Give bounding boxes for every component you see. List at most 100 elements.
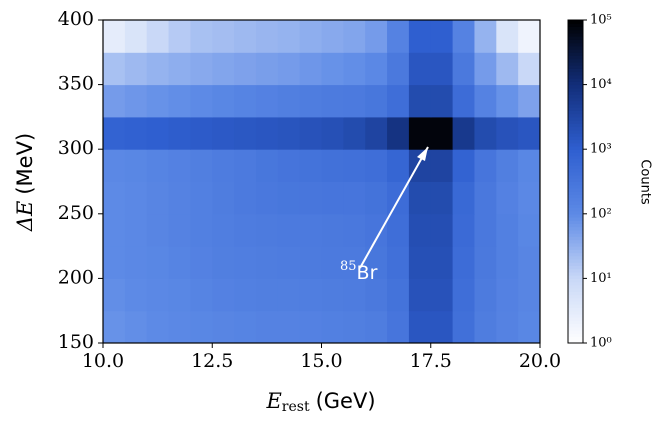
heat-cell <box>474 213 497 247</box>
heat-cell <box>168 278 191 312</box>
heat-cell <box>255 213 279 247</box>
x-tick-label: 12.5 <box>191 350 233 372</box>
colorbar-segment <box>568 52 583 57</box>
colorbar-segment <box>568 239 583 244</box>
heat-cell <box>168 20 191 53</box>
heat-cell <box>277 278 301 312</box>
colorbar-segment <box>568 204 583 208</box>
colorbar-segment <box>568 284 583 289</box>
colorbar-segment <box>568 61 583 66</box>
heat-cell <box>299 181 322 215</box>
heat-cell <box>277 116 301 150</box>
heat-cell <box>234 310 257 344</box>
colorbar-segment <box>568 103 583 108</box>
annotation: 85Br <box>340 259 378 284</box>
colorbar-tick-label: 10⁰ <box>590 336 612 351</box>
heat-cell <box>212 181 235 215</box>
heat-cell <box>518 52 541 86</box>
colorbar-segment <box>568 171 583 176</box>
colorbar-segment <box>568 107 583 111</box>
colorbar-segment <box>568 110 583 115</box>
heat-cell <box>518 310 541 344</box>
colorbar-tick-label: 10⁵ <box>590 13 612 28</box>
heat-cell <box>103 52 126 86</box>
colorbar-segment <box>568 278 583 283</box>
colorbar-segment <box>568 97 583 102</box>
colorbar-segment <box>568 288 583 292</box>
heat-cell <box>124 246 148 279</box>
heat-cell <box>212 246 235 279</box>
heat-cell <box>343 20 366 53</box>
colorbar-segment <box>568 252 583 257</box>
colorbar-segment <box>568 45 583 50</box>
heat-cell <box>452 149 475 182</box>
heat-cell <box>387 213 410 247</box>
colorbar-segment <box>568 210 583 215</box>
heat-cell <box>190 20 213 53</box>
colorbar-segment <box>568 191 583 195</box>
colorbar-segment <box>568 133 583 137</box>
heat-cell <box>255 181 279 215</box>
heat-cell <box>343 278 366 312</box>
colorbar <box>568 20 583 344</box>
heat-cell <box>277 52 301 86</box>
colorbar-segment <box>568 178 583 182</box>
colorbar-segment <box>568 74 583 79</box>
heat-cell <box>430 84 454 118</box>
x-tick-label: 20.0 <box>519 350 561 372</box>
heat-cell <box>103 116 126 150</box>
colorbar-segment <box>568 187 583 192</box>
y-tick-label: 300 <box>58 137 94 159</box>
colorbar-segment <box>568 100 583 105</box>
colorbar-segment <box>568 49 583 53</box>
colorbar-segment <box>568 87 583 92</box>
heat-cell <box>255 149 279 182</box>
x-label-sub: rest <box>282 399 310 415</box>
heat-cell <box>103 181 126 215</box>
heat-cell <box>343 181 366 215</box>
colorbar-segment <box>568 20 583 24</box>
heat-cell <box>124 52 148 86</box>
colorbar-segment <box>568 317 583 321</box>
heat-cell <box>365 116 388 150</box>
heat-cell <box>299 52 322 86</box>
colorbar-segment <box>568 271 583 276</box>
x-tick-label: 15.0 <box>300 350 342 372</box>
colorbar-segment <box>568 213 583 218</box>
colorbar-segment <box>568 197 583 202</box>
heat-cell <box>234 20 257 53</box>
y-tick-label: 350 <box>58 73 94 95</box>
heat-cell <box>146 310 170 344</box>
heat-cell <box>343 84 366 118</box>
colorbar-segment <box>568 326 583 331</box>
heat-cell <box>146 84 170 118</box>
heat-cell <box>321 84 344 118</box>
heat-cell <box>474 181 497 215</box>
heat-cell <box>190 84 213 118</box>
heat-cell <box>365 84 388 118</box>
heat-cell <box>430 181 454 215</box>
heat-cell <box>299 116 322 150</box>
heat-cell <box>299 213 322 247</box>
annotation-sup: 85 <box>340 259 357 274</box>
colorbar-segment <box>568 320 583 325</box>
heat-cell <box>103 149 126 182</box>
heat-cell <box>343 149 366 182</box>
heat-cell <box>190 213 213 247</box>
heat-cell <box>190 246 213 279</box>
y-label-unit: (MeV) <box>13 133 37 195</box>
heat-cell <box>146 213 170 247</box>
heat-cell <box>387 278 410 312</box>
heat-cell <box>496 84 519 118</box>
y-tick-label: 200 <box>58 266 94 288</box>
colorbar-segment <box>568 145 583 150</box>
heat-cell <box>168 116 191 150</box>
heat-cell <box>496 181 519 215</box>
heat-cell <box>452 84 475 118</box>
heat-cell <box>124 213 148 247</box>
heat-cell <box>255 310 279 344</box>
heat-cell <box>234 213 257 247</box>
colorbar-segment <box>568 168 583 173</box>
colorbar-segment <box>568 333 583 338</box>
heat-cell <box>496 246 519 279</box>
